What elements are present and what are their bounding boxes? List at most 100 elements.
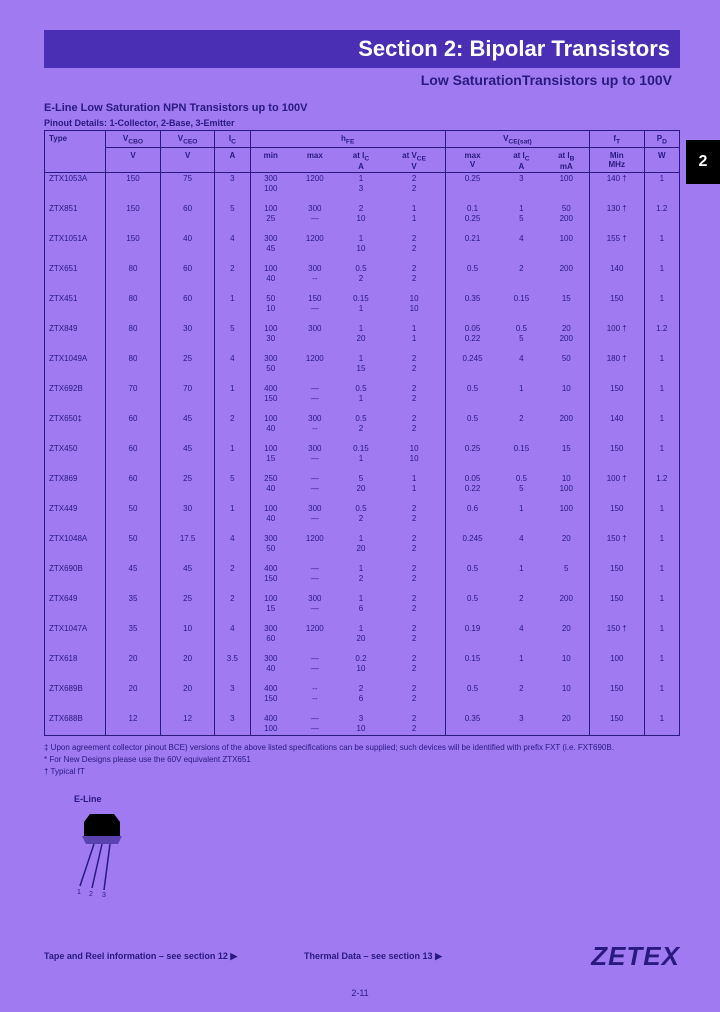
table-cell: 2	[499, 593, 544, 615]
sub-header: Low SaturationTransistors up to 100V	[44, 72, 680, 88]
table-cell: 2 2	[383, 413, 445, 435]
table-cell: 20	[106, 653, 161, 675]
th-hfe-min: min	[250, 147, 291, 173]
table-cell: 1	[215, 383, 250, 405]
table-cell: 150	[106, 203, 161, 225]
table-cell: 1	[644, 443, 679, 465]
table-cell: 4	[499, 623, 544, 645]
thermal-data-link: Thermal Data – see section 13 ▶	[304, 951, 442, 962]
th-vcbo-sym: VCBO	[106, 131, 161, 148]
th-vcesat: VCE(sat)	[445, 131, 589, 148]
table-cell: 150	[589, 293, 644, 315]
table-row: ZTX65180602100 40300 --0.5 22 20.5220014…	[45, 263, 680, 285]
table-cell: 2 2	[383, 683, 445, 705]
table-cell: 4	[215, 353, 250, 375]
table-cell: 0.15 1	[339, 293, 384, 315]
section-title: E-Line Low Saturation NPN Transistors up…	[44, 102, 680, 114]
table-cell: 1200	[291, 623, 339, 645]
table-cell: 1	[644, 263, 679, 285]
footnote-2: * For New Designs please use the 60V equ…	[44, 754, 680, 766]
table-cell: 1	[499, 503, 544, 525]
table-cell: 25	[161, 593, 215, 615]
table-cell: 10	[544, 383, 590, 405]
table-cell: 200	[544, 593, 590, 615]
table-cell: 1	[644, 173, 679, 196]
table-row: ZTX692B70701400 150— —0.5 12 20.51101501	[45, 383, 680, 405]
table-row: ZTX1049A80254300 5012001 152 20.24545018…	[45, 353, 680, 375]
table-cell: 1 6	[339, 593, 384, 615]
table-cell: 100 25	[250, 203, 291, 225]
table-cell: 1	[644, 683, 679, 705]
table-row: ZTX690B45452400 150— —1 22 20.5151501	[45, 563, 680, 585]
table-row: ZTX1051A150404300 4512001 102 20.2141001…	[45, 233, 680, 255]
table-cell: 4	[499, 353, 544, 375]
table-row: ZTX688B12123400 100— —3 102 20.353201501	[45, 713, 680, 736]
table-cell: 1200	[291, 233, 339, 255]
table-cell: 3	[499, 173, 544, 196]
table-cell: ZTX869	[45, 473, 106, 495]
table-cell: — —	[291, 713, 339, 736]
tape-reel-link: Tape and Reel information – see section …	[44, 951, 304, 962]
table-cell: 12	[106, 713, 161, 736]
table-cell: 1	[499, 563, 544, 585]
table-cell: 2 2	[383, 593, 445, 615]
table-cell: 40	[161, 233, 215, 255]
table-cell: 60	[161, 203, 215, 225]
table-cell: 100 15	[250, 443, 291, 465]
table-row: ZTX86960255250 40— —5 201 10.05 0.220.5 …	[45, 473, 680, 495]
table-cell: 0.5	[445, 413, 499, 435]
table-cell: ZTX650‡	[45, 413, 106, 435]
table-cell: 1.2	[644, 323, 679, 345]
pinout-details: Pinout Details: 1-Collector, 2-Base, 3-E…	[44, 118, 680, 128]
table-cell: 5 20	[339, 473, 384, 495]
table-cell: 20	[161, 653, 215, 675]
table-cell: 2	[215, 563, 250, 585]
table-cell: 1	[644, 503, 679, 525]
th-hfe-atic: at ICA	[339, 147, 384, 173]
table-cell: 300 —	[291, 503, 339, 525]
page-tab: 2	[686, 140, 720, 184]
table-cell: 1 1	[383, 323, 445, 345]
table-row: ZTX44950301100 40300 —0.5 22 20.61100150…	[45, 503, 680, 525]
table-cell: 0.245	[445, 533, 499, 555]
table-cell: ZTX450	[45, 443, 106, 465]
table-cell: 1	[644, 353, 679, 375]
table-cell: 5	[215, 203, 250, 225]
eline-package-diagram: 1 2 3	[70, 808, 680, 903]
table-cell: 1	[499, 383, 544, 405]
table-cell: ZTX651	[45, 263, 106, 285]
table-cell: 1	[215, 503, 250, 525]
table-cell: 1200	[291, 533, 339, 555]
table-cell: 0.35	[445, 713, 499, 736]
table-cell: 10	[161, 623, 215, 645]
table-cell: 1	[644, 653, 679, 675]
footnote-1: ‡ Upon agreement collector pinout BCE) v…	[44, 742, 680, 754]
table-cell: 15	[544, 443, 590, 465]
table-cell: 20	[161, 683, 215, 705]
table-cell: 1	[215, 443, 250, 465]
th-vcesat-max: maxV	[445, 147, 499, 173]
table-cell: 70	[161, 383, 215, 405]
table-cell: — —	[291, 563, 339, 585]
table-cell: 35	[106, 593, 161, 615]
table-cell: 155 †	[589, 233, 644, 255]
table-cell: 1 1	[383, 203, 445, 225]
table-cell: 100	[544, 173, 590, 196]
table-cell: 45	[161, 443, 215, 465]
table-cell: ZTX688B	[45, 713, 106, 736]
th-hfe: hFE	[250, 131, 445, 148]
table-cell: ZTX1049A	[45, 353, 106, 375]
table-cell: 4	[215, 533, 250, 555]
table-cell: 0.25	[445, 443, 499, 465]
table-cell: 60	[161, 263, 215, 285]
th-ft-u: MinMHz	[589, 147, 644, 173]
table-cell: -- --	[291, 683, 339, 705]
table-cell: 2 2	[383, 263, 445, 285]
table-cell: ZTX692B	[45, 383, 106, 405]
table-cell: 0.15	[499, 443, 544, 465]
th-pd: PD	[644, 131, 679, 148]
table-cell: 300 60	[250, 623, 291, 645]
table-cell: 150 †	[589, 623, 644, 645]
table-cell: 2	[215, 413, 250, 435]
table-cell: 45	[161, 413, 215, 435]
